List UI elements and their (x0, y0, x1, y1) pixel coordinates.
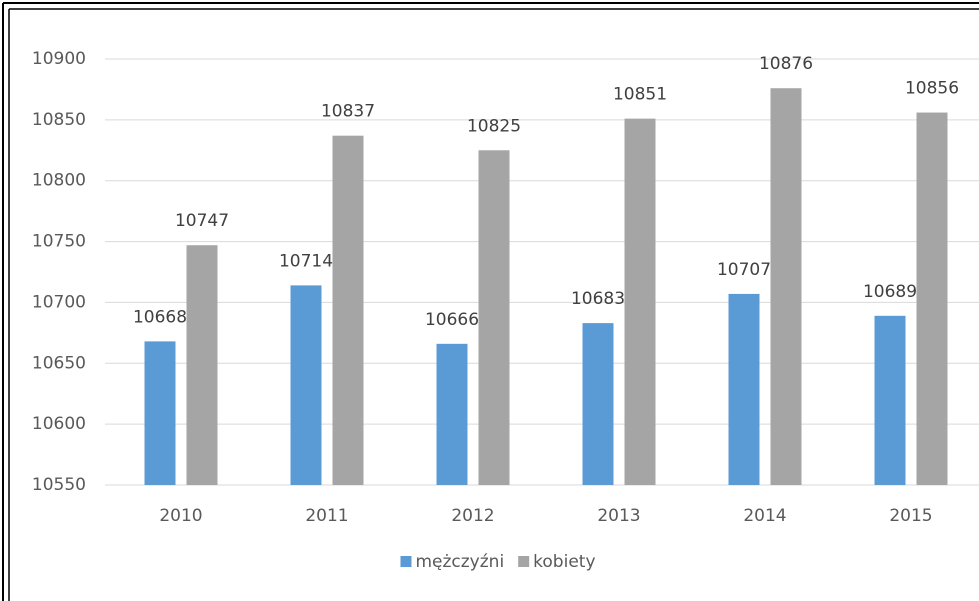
data-label: 10668 (133, 307, 187, 327)
legend-label: mężczyźni (415, 552, 504, 572)
bar (436, 343, 468, 485)
bar (332, 135, 364, 485)
y-tick-label: 10900 (32, 49, 86, 69)
legend-swatch (518, 556, 530, 567)
y-tick-label: 10650 (32, 353, 86, 373)
legend-label: kobiety (533, 552, 595, 572)
x-tick-label: 2010 (159, 506, 202, 526)
data-label: 10825 (467, 116, 521, 136)
legend-swatch (400, 556, 412, 567)
x-tick-label: 2012 (451, 506, 494, 526)
data-label: 10683 (571, 289, 625, 309)
y-tick-label: 10700 (32, 292, 86, 312)
bar (186, 245, 218, 485)
bar (624, 118, 656, 485)
y-tick-label: 10800 (32, 171, 86, 191)
bar (290, 285, 322, 485)
bar (770, 88, 802, 485)
data-label: 10851 (613, 85, 667, 105)
bar (874, 315, 906, 485)
bar (478, 150, 510, 486)
x-tick-label: 2015 (889, 506, 932, 526)
y-tick-label: 10600 (32, 414, 86, 434)
x-tick-label: 2013 (597, 506, 640, 526)
x-tick-label: 2014 (743, 506, 786, 526)
y-tick-label: 10750 (32, 232, 86, 252)
data-label: 10837 (321, 102, 375, 122)
data-label: 10714 (279, 251, 333, 271)
y-tick-label: 10550 (32, 475, 86, 495)
bar (144, 341, 176, 485)
data-label: 10707 (717, 260, 771, 280)
x-tick-label: 2011 (305, 506, 348, 526)
y-tick-label: 10850 (32, 110, 86, 130)
data-label: 10856 (905, 79, 959, 99)
data-label: 10689 (863, 282, 917, 302)
bar (728, 293, 760, 485)
data-label: 10876 (759, 54, 813, 74)
bar (916, 112, 948, 485)
data-label: 10666 (425, 310, 479, 330)
data-label: 10747 (175, 211, 229, 231)
bar (582, 323, 614, 485)
